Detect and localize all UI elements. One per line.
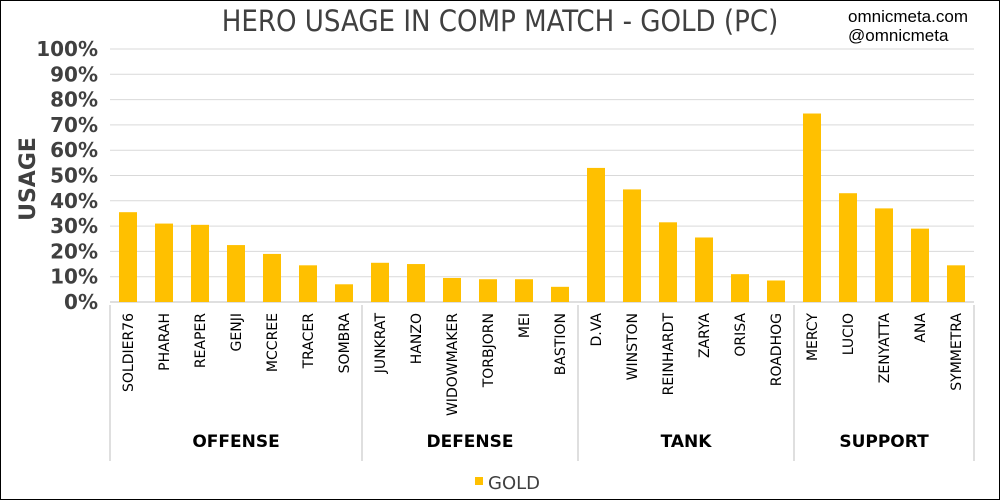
- category-label: TORBJORN: [481, 313, 497, 388]
- category-label: ZARYA: [697, 313, 713, 358]
- y-tick-label: 20%: [50, 239, 98, 263]
- watermark-handle: @omnicmeta: [848, 26, 949, 45]
- category-label: MCCREE: [265, 313, 281, 372]
- category-label: WINSTON: [625, 313, 641, 380]
- y-tick-label: 50%: [50, 164, 98, 188]
- y-tick-label: 0%: [64, 290, 98, 314]
- bar-lucio: [839, 193, 857, 302]
- bar-symmetra: [947, 265, 965, 302]
- category-label: SYMMETRA: [949, 313, 965, 391]
- bar-zenyatta: [875, 208, 893, 302]
- legend: GOLD: [475, 473, 540, 494]
- x-axis-categories: SOLDIER76 PHARAH REAPER GENJI MCCREE TRACER SO…: [121, 313, 965, 416]
- y-tick-label: 40%: [50, 189, 98, 213]
- y-tick-label: 30%: [50, 214, 98, 238]
- y-tick-label: 10%: [50, 265, 98, 289]
- category-label: TRACER: [301, 313, 317, 370]
- category-label: PHARAH: [157, 313, 173, 371]
- category-label: MERCY: [805, 313, 821, 361]
- category-label: REINHARDT: [661, 313, 677, 396]
- bar-genji: [227, 245, 245, 302]
- x-axis-groups: OFFENSE DEFENSE TANK SUPPORT: [109, 305, 975, 461]
- category-label: ORISA: [733, 313, 749, 357]
- y-axis-label: USAGE: [16, 137, 41, 221]
- group-label: TANK: [661, 432, 713, 452]
- category-label: D.VA: [589, 313, 605, 347]
- gridlines: [110, 48, 974, 303]
- y-tick-label: 70%: [50, 113, 98, 137]
- category-label: WIDOWMAKER: [445, 313, 461, 416]
- bar-roadhog: [767, 280, 785, 302]
- bar-torbjorn: [479, 279, 497, 302]
- bar-mei: [515, 279, 533, 302]
- category-label: JUNKRAT: [373, 313, 389, 375]
- bar-ana: [911, 228, 929, 302]
- category-label: SOLDIER76: [121, 313, 137, 392]
- category-label: ROADHOG: [769, 313, 785, 386]
- y-tick-label: 90%: [50, 62, 98, 86]
- group-label: DEFENSE: [426, 432, 513, 452]
- group-label: SUPPORT: [839, 432, 929, 452]
- bar-reaper: [191, 224, 209, 302]
- y-axis-ticks: 0%10%20%30%40%50%60%70%80%90%100%: [36, 37, 98, 314]
- category-label: BASTION: [553, 313, 569, 375]
- legend-swatch-gold: [475, 477, 483, 485]
- bar-zarya: [695, 237, 713, 302]
- category-label: REAPER: [193, 313, 209, 368]
- bar-mercy: [803, 113, 821, 302]
- chart-title: HERO USAGE IN COMP MATCH - GOLD (PC): [222, 4, 779, 38]
- y-tick-label: 80%: [50, 88, 98, 112]
- bar-winston: [623, 189, 641, 302]
- group-label: OFFENSE: [192, 432, 279, 452]
- bar-hanzo: [407, 264, 425, 302]
- category-label: GENJI: [229, 313, 245, 351]
- bar-pharah: [155, 223, 173, 302]
- category-label: MEI: [517, 313, 533, 338]
- legend-label-gold: GOLD: [488, 473, 540, 494]
- bar-reinhardt: [659, 222, 677, 302]
- category-label: HANZO: [409, 313, 425, 364]
- bar-bastion: [551, 286, 569, 302]
- bar-orisa: [731, 274, 749, 302]
- bar-widowmaker: [443, 277, 461, 302]
- y-tick-label: 100%: [36, 37, 98, 61]
- bar-sombra: [335, 284, 353, 302]
- watermark-site: omnicmeta.com: [848, 7, 968, 26]
- bar-junkrat: [371, 262, 389, 302]
- category-label: SOMBRA: [337, 313, 353, 374]
- bar-soldier76: [119, 212, 137, 302]
- bar-mccree: [263, 253, 281, 302]
- bars: [119, 113, 965, 302]
- category-label: ANA: [913, 313, 929, 343]
- category-label: LUCIO: [841, 313, 857, 355]
- bar-dva: [587, 167, 605, 302]
- category-label: ZENYATTA: [877, 313, 893, 384]
- bar-tracer: [299, 265, 317, 302]
- y-tick-label: 60%: [50, 138, 98, 162]
